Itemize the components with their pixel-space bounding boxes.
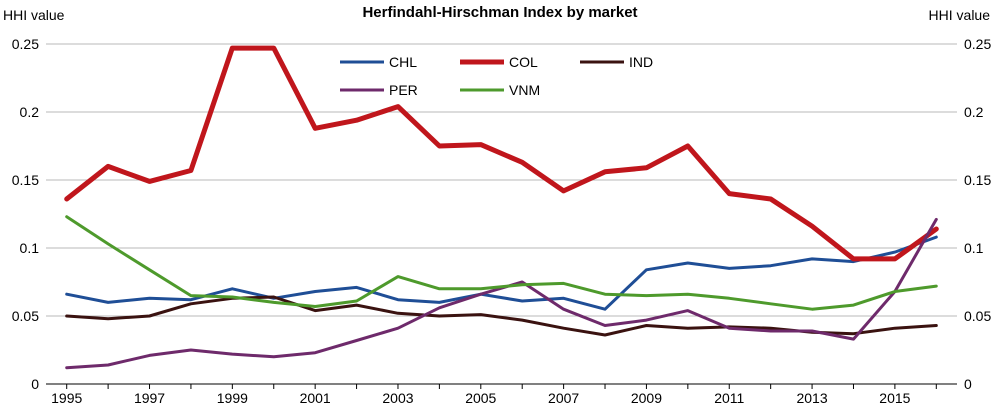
x-tick-label: 1999 <box>217 390 248 405</box>
y-tick-label-left: 0.25 <box>12 36 39 52</box>
series-line-vnm <box>65 215 938 311</box>
x-tick-label: 2011 <box>714 390 744 405</box>
x-tick-label: 2001 <box>300 390 331 405</box>
y-tick-label-right: 0.15 <box>964 172 991 188</box>
y-tick-label-right: 0.2 <box>964 104 984 120</box>
y-tick-label-left: 0.15 <box>12 172 39 188</box>
legend-label-col: COL <box>509 54 538 70</box>
series-lines <box>64 45 939 370</box>
series-line-chl <box>65 235 938 311</box>
y-tick-label-left: 0.05 <box>12 308 39 324</box>
x-tick-label: 2015 <box>879 390 910 405</box>
grid-lines <box>46 43 957 317</box>
axes: 0 0 0.05 0.05 0.1 0.1 0.15 0.15 0.2 0.2 0.25 0.25 19… <box>12 36 992 405</box>
legend: CHL COL IND PER VNM <box>340 54 653 98</box>
series-line-per <box>65 217 938 370</box>
y-tick-label-left: 0.1 <box>20 240 40 256</box>
y-axis-label-left: HHI value <box>3 7 65 23</box>
x-tick-label: 2009 <box>631 390 662 405</box>
x-tick-label: 1995 <box>51 390 82 405</box>
y-tick-label-left: 0.2 <box>20 104 40 120</box>
y-tick-label-right: 0.05 <box>964 308 991 324</box>
legend-label-ind: IND <box>629 54 653 70</box>
chart-title: Herfindahl-Hirschman Index by market <box>362 4 637 21</box>
y-axis-label-right: HHI value <box>929 7 991 23</box>
legend-label-vnm: VNM <box>509 82 540 98</box>
y-tick-label-right: 0.1 <box>964 240 984 256</box>
y-tick-label-right: 0 <box>964 376 972 392</box>
x-tick-label: 1997 <box>134 390 165 405</box>
legend-label-per: PER <box>389 82 418 98</box>
series-line-col <box>64 45 939 262</box>
x-tick-label: 2007 <box>548 390 579 405</box>
legend-label-chl: CHL <box>389 54 417 70</box>
x-tick-label: 2005 <box>465 390 496 405</box>
y-tick-label-left: 0 <box>31 376 39 392</box>
y-tick-label-right: 0.25 <box>964 36 991 52</box>
x-tick-label: 2003 <box>382 390 413 405</box>
x-tick-label: 2013 <box>796 390 827 405</box>
